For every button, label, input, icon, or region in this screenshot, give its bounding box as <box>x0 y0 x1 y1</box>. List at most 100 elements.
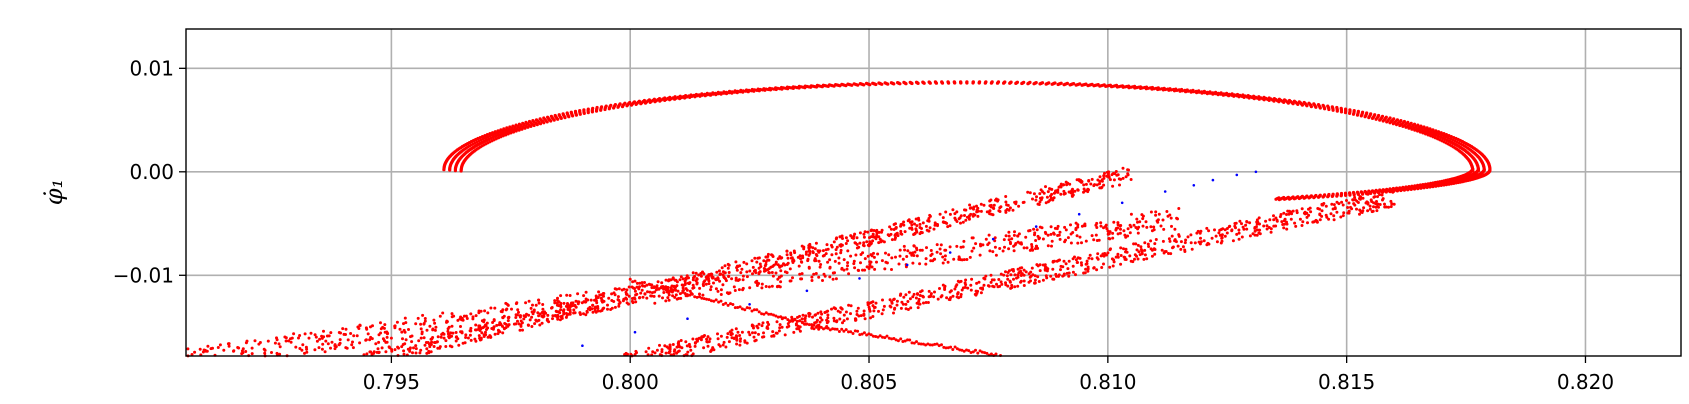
data-point <box>566 308 570 311</box>
data-point <box>1051 267 1055 271</box>
data-point <box>854 253 858 257</box>
data-point <box>1366 192 1370 196</box>
data-point <box>483 309 487 313</box>
data-point <box>737 288 741 292</box>
data-point <box>877 309 880 313</box>
data-point <box>1030 266 1034 270</box>
data-point <box>559 294 563 298</box>
data-point <box>1078 235 1082 239</box>
data-point <box>1044 266 1048 270</box>
data-point <box>871 239 875 243</box>
data-point <box>638 285 641 289</box>
data-point <box>717 300 721 304</box>
data-point <box>708 337 712 341</box>
data-point <box>1258 228 1262 232</box>
data-point <box>861 251 865 255</box>
data-point <box>287 339 291 343</box>
data-point <box>489 306 493 310</box>
data-point <box>732 336 736 340</box>
data-point <box>1006 277 1010 281</box>
data-point <box>250 352 254 356</box>
data-point <box>1028 191 1032 195</box>
data-point <box>1090 177 1094 181</box>
data-point <box>1043 268 1047 272</box>
data-point <box>862 83 866 87</box>
data-point <box>661 296 664 300</box>
data-point <box>823 311 827 314</box>
data-point <box>1291 102 1295 106</box>
data-point <box>1220 233 1224 237</box>
data-point <box>835 327 839 331</box>
data-point <box>1214 234 1218 238</box>
data-point <box>1141 224 1145 228</box>
data-point <box>1007 238 1011 242</box>
data-point <box>1318 106 1322 110</box>
data-point <box>1061 274 1065 278</box>
data-point <box>209 347 213 351</box>
data-point <box>544 311 548 315</box>
data-point <box>493 132 497 136</box>
data-point <box>469 329 473 333</box>
data-point <box>477 334 481 338</box>
data-point <box>389 336 393 340</box>
data-point <box>473 337 477 341</box>
data-point <box>751 265 755 269</box>
data-point <box>1145 225 1149 229</box>
data-point <box>446 327 450 331</box>
data-point <box>999 205 1003 209</box>
data-point <box>873 305 877 309</box>
data-point <box>1368 204 1372 208</box>
data-point <box>436 346 440 350</box>
data-point <box>216 346 220 349</box>
data-point <box>1376 202 1380 206</box>
data-point <box>1049 225 1053 229</box>
data-point <box>902 223 906 227</box>
data-point <box>1223 228 1227 232</box>
data-point <box>735 337 739 341</box>
data-point <box>721 283 725 287</box>
data-point <box>444 339 448 343</box>
data-point <box>523 126 527 130</box>
data-point <box>878 334 882 338</box>
data-point <box>762 312 766 316</box>
data-point <box>386 331 390 335</box>
data-point <box>908 297 912 301</box>
data-point <box>365 352 369 356</box>
data-point <box>870 229 874 232</box>
data-point <box>292 332 296 336</box>
data-point <box>1163 250 1167 254</box>
data-point <box>635 285 639 289</box>
data-point <box>719 334 723 338</box>
data-point <box>1359 114 1363 118</box>
data-point <box>756 326 760 330</box>
data-point <box>952 257 956 261</box>
data-point <box>921 295 925 299</box>
data-point <box>601 292 605 295</box>
data-point <box>755 308 759 312</box>
data-point <box>571 301 575 305</box>
data-point <box>841 237 844 240</box>
data-point <box>1052 196 1056 200</box>
data-point <box>1331 207 1335 211</box>
data-point <box>803 322 806 326</box>
data-point <box>832 316 836 320</box>
data-point <box>1217 231 1221 235</box>
data-point <box>1444 135 1448 139</box>
data-point <box>821 249 825 253</box>
data-point <box>503 322 507 325</box>
data-point <box>721 343 725 347</box>
data-point <box>674 285 678 289</box>
data-point <box>541 303 545 306</box>
data-point <box>1032 227 1036 231</box>
data-point <box>804 250 808 254</box>
data-point <box>1237 237 1241 241</box>
data-point <box>895 299 899 303</box>
data-point <box>1220 239 1224 243</box>
data-point <box>432 345 436 348</box>
data-point <box>594 109 599 113</box>
data-point <box>658 99 662 103</box>
data-point <box>774 260 778 264</box>
data-point <box>1033 281 1037 285</box>
data-point <box>747 330 751 334</box>
data-point <box>703 94 707 98</box>
